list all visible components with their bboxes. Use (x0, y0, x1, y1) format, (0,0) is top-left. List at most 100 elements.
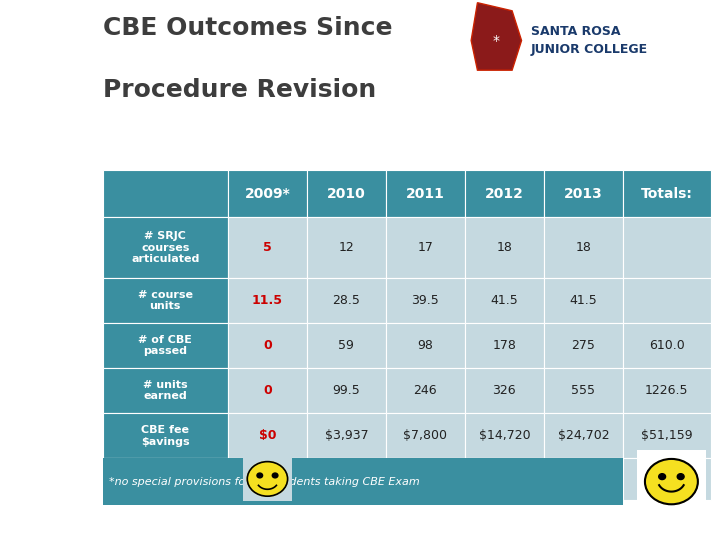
FancyBboxPatch shape (102, 278, 228, 323)
FancyBboxPatch shape (465, 278, 544, 323)
FancyBboxPatch shape (386, 413, 465, 458)
FancyBboxPatch shape (623, 413, 711, 458)
Text: CBE fee
$avings: CBE fee $avings (141, 425, 189, 447)
FancyBboxPatch shape (102, 323, 228, 368)
FancyBboxPatch shape (544, 217, 623, 278)
Text: *no special provisions for HS students taking CBE Exam: *no special provisions for HS students t… (109, 477, 420, 487)
Text: 41.5: 41.5 (570, 294, 597, 307)
FancyBboxPatch shape (102, 458, 228, 500)
Text: 2011: 2011 (406, 187, 445, 201)
FancyBboxPatch shape (623, 217, 711, 278)
Text: 28.5: 28.5 (333, 294, 360, 307)
FancyBboxPatch shape (228, 217, 307, 278)
Text: 275: 275 (572, 339, 595, 352)
FancyBboxPatch shape (307, 170, 386, 217)
Text: $7,800: $7,800 (403, 429, 447, 442)
Text: 2010: 2010 (327, 187, 366, 201)
FancyBboxPatch shape (623, 368, 711, 413)
Text: 11.5: 11.5 (252, 294, 283, 307)
Text: *: * (493, 33, 500, 48)
Text: # SRJC
courses
articulated: # SRJC courses articulated (131, 231, 199, 264)
Text: 246: 246 (413, 384, 437, 397)
Text: 5: 5 (263, 241, 272, 254)
FancyBboxPatch shape (386, 170, 465, 217)
Text: 12: 12 (338, 241, 354, 254)
FancyBboxPatch shape (465, 368, 544, 413)
Text: 1226.5: 1226.5 (645, 384, 688, 397)
FancyBboxPatch shape (465, 170, 544, 217)
Text: 59: 59 (338, 339, 354, 352)
Ellipse shape (24, 0, 102, 143)
Text: $24,702: $24,702 (557, 429, 609, 442)
FancyBboxPatch shape (465, 458, 544, 500)
Text: $3,937: $3,937 (325, 429, 368, 442)
FancyBboxPatch shape (228, 413, 307, 458)
Text: 41.5: 41.5 (490, 294, 518, 307)
FancyBboxPatch shape (102, 170, 228, 217)
Text: $0: $0 (258, 429, 276, 442)
FancyBboxPatch shape (307, 217, 386, 278)
FancyBboxPatch shape (544, 413, 623, 458)
Text: 18: 18 (496, 241, 513, 254)
Text: 2009*: 2009* (245, 187, 290, 201)
FancyBboxPatch shape (386, 323, 465, 368)
Text: # units
earned: # units earned (143, 380, 188, 401)
Text: 0: 0 (263, 384, 272, 397)
Circle shape (678, 474, 684, 480)
FancyBboxPatch shape (307, 368, 386, 413)
Text: # of CBE
passed: # of CBE passed (138, 335, 192, 356)
Text: 98: 98 (418, 339, 433, 352)
Text: CBE Outcomes Since: CBE Outcomes Since (102, 16, 392, 40)
Text: Totals:: Totals: (641, 187, 693, 201)
Text: SANTA ROSA
JUNIOR COLLEGE: SANTA ROSA JUNIOR COLLEGE (531, 25, 648, 56)
Text: 2013: 2013 (564, 187, 603, 201)
FancyBboxPatch shape (386, 217, 465, 278)
Text: # course
units: # course units (138, 289, 193, 311)
Circle shape (247, 462, 287, 496)
FancyBboxPatch shape (465, 413, 544, 458)
Circle shape (659, 474, 665, 480)
Text: 555: 555 (571, 384, 595, 397)
FancyBboxPatch shape (228, 323, 307, 368)
Text: Procedure Revision: Procedure Revision (102, 78, 376, 102)
FancyBboxPatch shape (228, 368, 307, 413)
FancyBboxPatch shape (386, 368, 465, 413)
FancyBboxPatch shape (465, 323, 544, 368)
FancyBboxPatch shape (307, 323, 386, 368)
Text: 18: 18 (575, 241, 591, 254)
FancyBboxPatch shape (544, 170, 623, 217)
FancyBboxPatch shape (228, 458, 307, 500)
FancyBboxPatch shape (544, 458, 623, 500)
Text: 2012: 2012 (485, 187, 523, 201)
Circle shape (645, 459, 698, 504)
Text: 178: 178 (492, 339, 516, 352)
Text: 99.5: 99.5 (333, 384, 360, 397)
FancyBboxPatch shape (228, 278, 307, 323)
FancyBboxPatch shape (623, 458, 711, 500)
FancyBboxPatch shape (637, 450, 706, 514)
Text: $14,720: $14,720 (479, 429, 530, 442)
FancyBboxPatch shape (102, 368, 228, 413)
FancyBboxPatch shape (465, 217, 544, 278)
FancyBboxPatch shape (307, 458, 386, 500)
FancyBboxPatch shape (102, 413, 228, 458)
FancyBboxPatch shape (102, 217, 228, 278)
FancyBboxPatch shape (544, 278, 623, 323)
Circle shape (272, 473, 278, 478)
Text: $51,159: $51,159 (641, 429, 693, 442)
FancyBboxPatch shape (102, 458, 623, 505)
Text: 17: 17 (418, 241, 433, 254)
FancyBboxPatch shape (386, 278, 465, 323)
FancyBboxPatch shape (623, 170, 711, 217)
FancyBboxPatch shape (544, 368, 623, 413)
FancyBboxPatch shape (386, 458, 465, 500)
FancyBboxPatch shape (243, 456, 292, 501)
FancyBboxPatch shape (544, 323, 623, 368)
Text: 0: 0 (263, 339, 272, 352)
Text: 610.0: 610.0 (649, 339, 685, 352)
Text: 326: 326 (492, 384, 516, 397)
FancyBboxPatch shape (228, 170, 307, 217)
FancyBboxPatch shape (307, 278, 386, 323)
FancyBboxPatch shape (307, 413, 386, 458)
Circle shape (257, 473, 263, 478)
